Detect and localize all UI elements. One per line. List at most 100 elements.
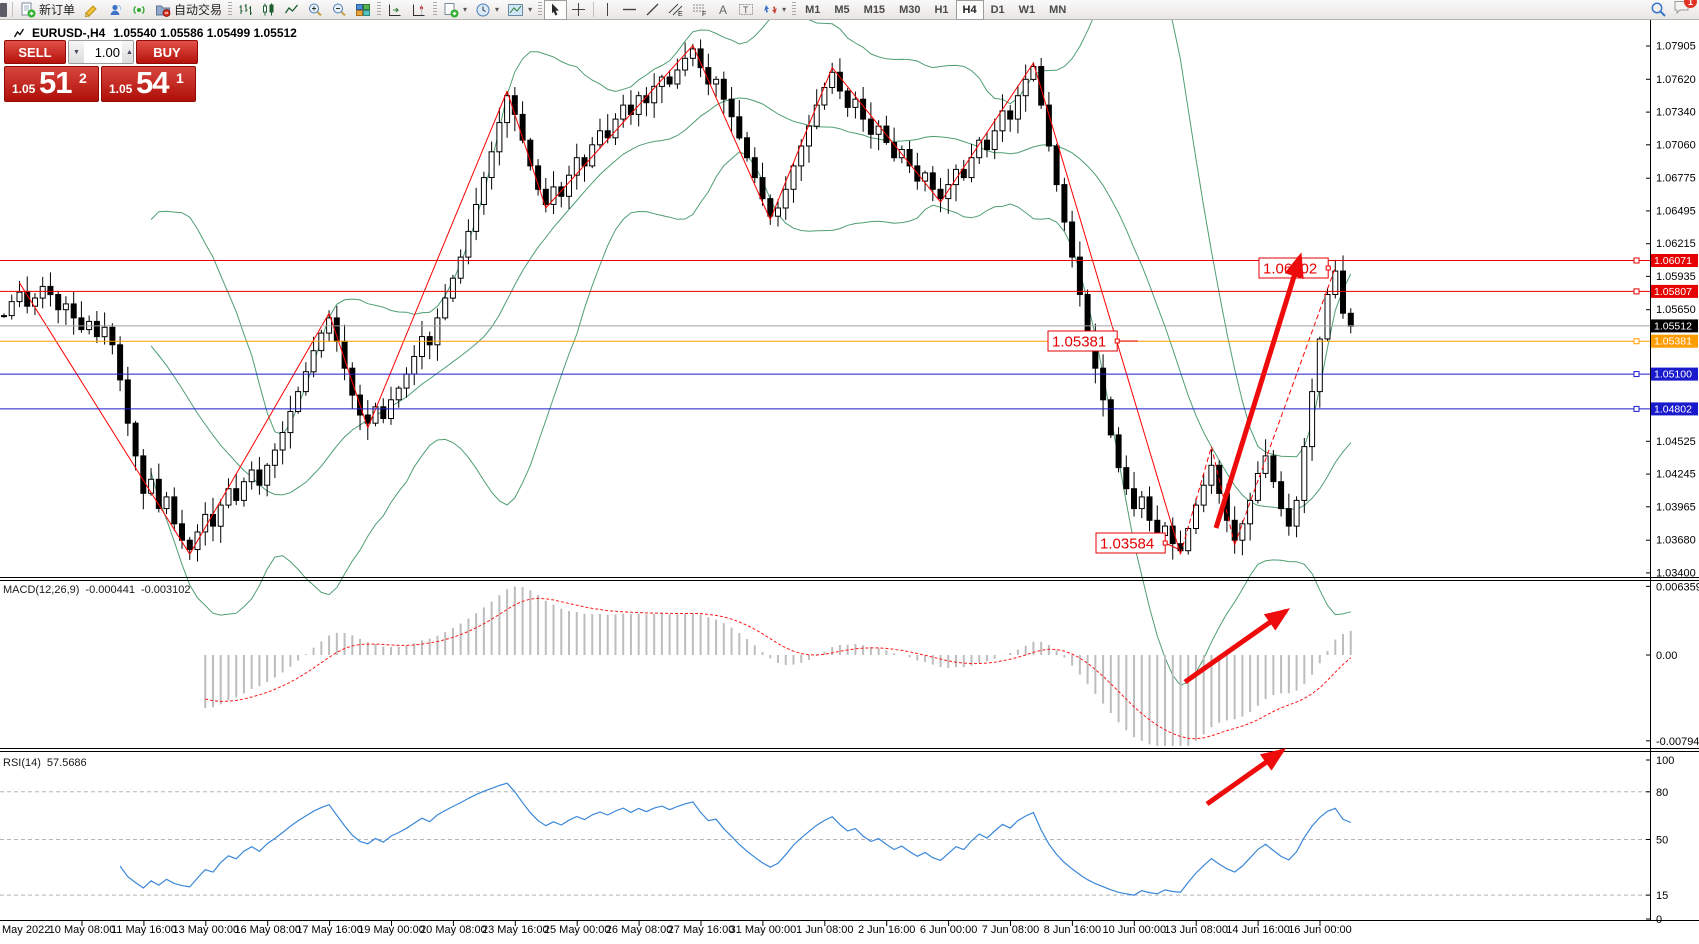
arrows-button[interactable]: ▾: [758, 0, 790, 20]
arrows-dropdown-icon[interactable]: ▾: [782, 5, 787, 14]
horizontal-price-line[interactable]: 1.05512: [0, 319, 1698, 333]
community-button[interactable]: [103, 0, 127, 20]
sell-price-sup: 2: [79, 70, 87, 86]
sell-price-big: 51: [39, 65, 72, 100]
text-label-button[interactable]: T: [734, 0, 758, 20]
autotrading-button[interactable]: 自动交易: [151, 0, 226, 20]
partial-toolbar-icon: [0, 2, 7, 17]
new-chart-button[interactable]: ▾: [439, 0, 471, 20]
buy-button[interactable]: BUY: [136, 40, 198, 64]
autotrading-label: 自动交易: [174, 3, 223, 17]
trendline-icon: [646, 3, 659, 16]
svg-text:11 May 16:00: 11 May 16:00: [111, 924, 177, 936]
horizontal-price-line[interactable]: 1.06071: [0, 254, 1698, 267]
price-annotation-label[interactable]: 1.05381: [1047, 330, 1138, 352]
horizontal-price-line[interactable]: 1.04802: [0, 402, 1698, 416]
trendline-button[interactable]: [641, 0, 664, 20]
svg-text:1.07905: 1.07905: [1656, 41, 1696, 53]
rsi-line: [119, 782, 1352, 896]
timeframe-button-M15[interactable]: M15: [863, 3, 886, 16]
timeframe-button-MN[interactable]: MN: [1049, 3, 1067, 16]
cursor-icon: [552, 3, 560, 16]
svg-text:1.03680: 1.03680: [1656, 535, 1696, 547]
svg-text:13 Jun 08:00: 13 Jun 08:00: [1164, 924, 1228, 936]
timeframe-button-D1[interactable]: D1: [990, 3, 1005, 16]
horizontal-price-line[interactable]: 1.05381: [0, 334, 1698, 348]
auto-scroll-icon: [389, 4, 401, 16]
svg-text:2 Jun 16:00: 2 Jun 16:00: [858, 924, 916, 936]
macd-pane: 0.006359 0.00 -0.007949: [204, 581, 1699, 748]
auto-scroll-button[interactable]: [383, 0, 407, 20]
svg-text:19 May 00:00: 19 May 00:00: [358, 924, 425, 936]
svg-text:26 May 08:00: 26 May 08:00: [606, 924, 673, 936]
timeframe-button-M5[interactable]: M5: [834, 3, 850, 16]
zoom-in-button[interactable]: [303, 0, 327, 20]
timeframe-button-H1[interactable]: H1: [934, 3, 949, 16]
new-order-button[interactable]: 新订单: [16, 0, 79, 20]
horizontal-line-button[interactable]: [618, 0, 641, 20]
search-icon[interactable]: [1650, 1, 1667, 18]
equidistant-channel-icon: E: [668, 3, 683, 17]
timeframe-button-M30[interactable]: M30: [899, 3, 921, 16]
vertical-line-button[interactable]: [597, 0, 618, 20]
bar-chart-button[interactable]: [234, 0, 257, 20]
buy-price-big: 54: [136, 65, 169, 100]
svg-text:1.07620: 1.07620: [1656, 74, 1696, 86]
signals-button[interactable]: [127, 0, 151, 20]
new-chart-dropdown-icon[interactable]: ▾: [463, 5, 468, 14]
candlestick-series: [1, 39, 1354, 562]
trend-arrow[interactable]: [1213, 252, 1304, 529]
cursor-button[interactable]: [544, 0, 568, 20]
price-axis[interactable]: 1.07905 1.07620 1.07340 1.07060 1.06775 1.064…: [1646, 20, 1696, 920]
fibonacci-icon: F: [693, 4, 706, 17]
zoom-out-button[interactable]: [327, 0, 351, 20]
profiles-dropdown-icon[interactable]: ▾: [528, 5, 533, 14]
trend-arrow[interactable]: [1183, 608, 1291, 685]
svg-text:May 2022: May 2022: [2, 924, 50, 936]
timeframe-button-M1[interactable]: M1: [805, 3, 821, 16]
candlestick-chart-button[interactable]: [257, 0, 280, 20]
line-chart-button[interactable]: [280, 0, 303, 20]
clock-button[interactable]: ▾: [471, 0, 503, 20]
svg-text:1.06775: 1.06775: [1656, 173, 1696, 185]
svg-text:6 Jun 00:00: 6 Jun 00:00: [920, 924, 978, 936]
zoom-in-icon: [309, 3, 322, 16]
crosshair-button[interactable]: [567, 0, 590, 20]
clock-dropdown-icon[interactable]: ▾: [495, 5, 500, 14]
horizontal-price-line[interactable]: 1.05100: [0, 367, 1698, 381]
tile-windows-button[interactable]: [351, 0, 375, 20]
volume-input[interactable]: [84, 41, 122, 63]
timeframe-button-H4[interactable]: H4: [955, 0, 984, 20]
price-annotation-label[interactable]: 1.03584: [1095, 532, 1179, 554]
notifications-button[interactable]: 1: [1673, 0, 1697, 20]
svg-text:14 Jun 16:00: 14 Jun 16:00: [1226, 924, 1290, 936]
sell-price-tile[interactable]: 1.05 51 2: [4, 65, 99, 102]
equidistant-channel-button[interactable]: E: [664, 0, 688, 20]
text-label-icon: T: [739, 4, 754, 15]
horizontal-price-line[interactable]: 1.05807: [0, 284, 1698, 298]
svg-text:13 May 00:00: 13 May 00:00: [172, 924, 239, 936]
svg-text:1.03584: 1.03584: [1100, 536, 1154, 553]
svg-text:10 Jun 00:00: 10 Jun 00:00: [1102, 924, 1166, 936]
svg-text:1.07340: 1.07340: [1656, 107, 1696, 119]
bollinger-bands: [150, 0, 1352, 687]
svg-text:1.04525: 1.04525: [1656, 436, 1696, 448]
zigzag-lines[interactable]: [19, 45, 1336, 555]
timeframe-button-W1[interactable]: W1: [1018, 3, 1036, 16]
volume-decrease-button[interactable]: ▼: [69, 41, 84, 63]
line-chart-icon: [284, 4, 299, 14]
text-button[interactable]: A: [712, 0, 734, 20]
horizontal-line-icon: [623, 8, 637, 11]
volume-increase-button[interactable]: ▲: [122, 41, 133, 63]
profiles-button[interactable]: ▾: [503, 0, 536, 20]
chart-shift-button[interactable]: [407, 0, 431, 20]
fibonacci-button[interactable]: F: [688, 0, 712, 20]
metaeditor-button[interactable]: [79, 0, 103, 20]
trend-arrow[interactable]: [1205, 748, 1287, 807]
sell-button[interactable]: SELL: [4, 40, 66, 64]
chart-shift-icon: [413, 4, 425, 16]
buy-price-tile[interactable]: 1.05 54 1: [101, 65, 196, 102]
